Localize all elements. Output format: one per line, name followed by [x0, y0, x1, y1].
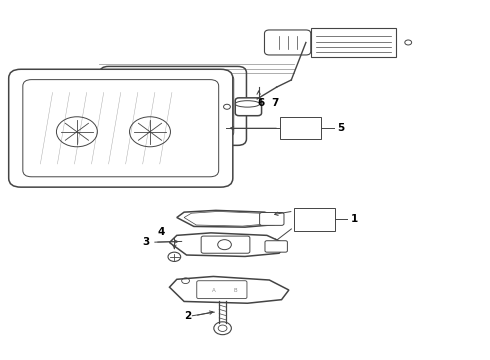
Bar — [311, 28, 396, 57]
Text: 4: 4 — [157, 227, 165, 237]
FancyBboxPatch shape — [23, 80, 219, 177]
Bar — [280, 117, 321, 139]
Text: 2: 2 — [184, 311, 191, 321]
FancyBboxPatch shape — [265, 241, 288, 252]
Text: 1: 1 — [351, 214, 359, 224]
Polygon shape — [170, 276, 289, 303]
FancyBboxPatch shape — [9, 69, 233, 187]
Text: 7: 7 — [271, 98, 279, 108]
Text: 6: 6 — [257, 98, 264, 108]
Bar — [294, 207, 335, 231]
Text: 5: 5 — [338, 123, 345, 133]
FancyBboxPatch shape — [201, 236, 250, 253]
Polygon shape — [170, 233, 287, 256]
FancyBboxPatch shape — [197, 281, 247, 298]
FancyBboxPatch shape — [100, 66, 246, 145]
FancyBboxPatch shape — [113, 76, 234, 136]
FancyBboxPatch shape — [265, 30, 311, 55]
Text: B: B — [233, 288, 237, 293]
Text: A: A — [212, 288, 215, 293]
Ellipse shape — [235, 101, 260, 107]
FancyBboxPatch shape — [260, 212, 284, 225]
Text: 3: 3 — [143, 237, 150, 247]
FancyBboxPatch shape — [235, 98, 262, 116]
Polygon shape — [184, 211, 273, 226]
Polygon shape — [177, 210, 282, 227]
